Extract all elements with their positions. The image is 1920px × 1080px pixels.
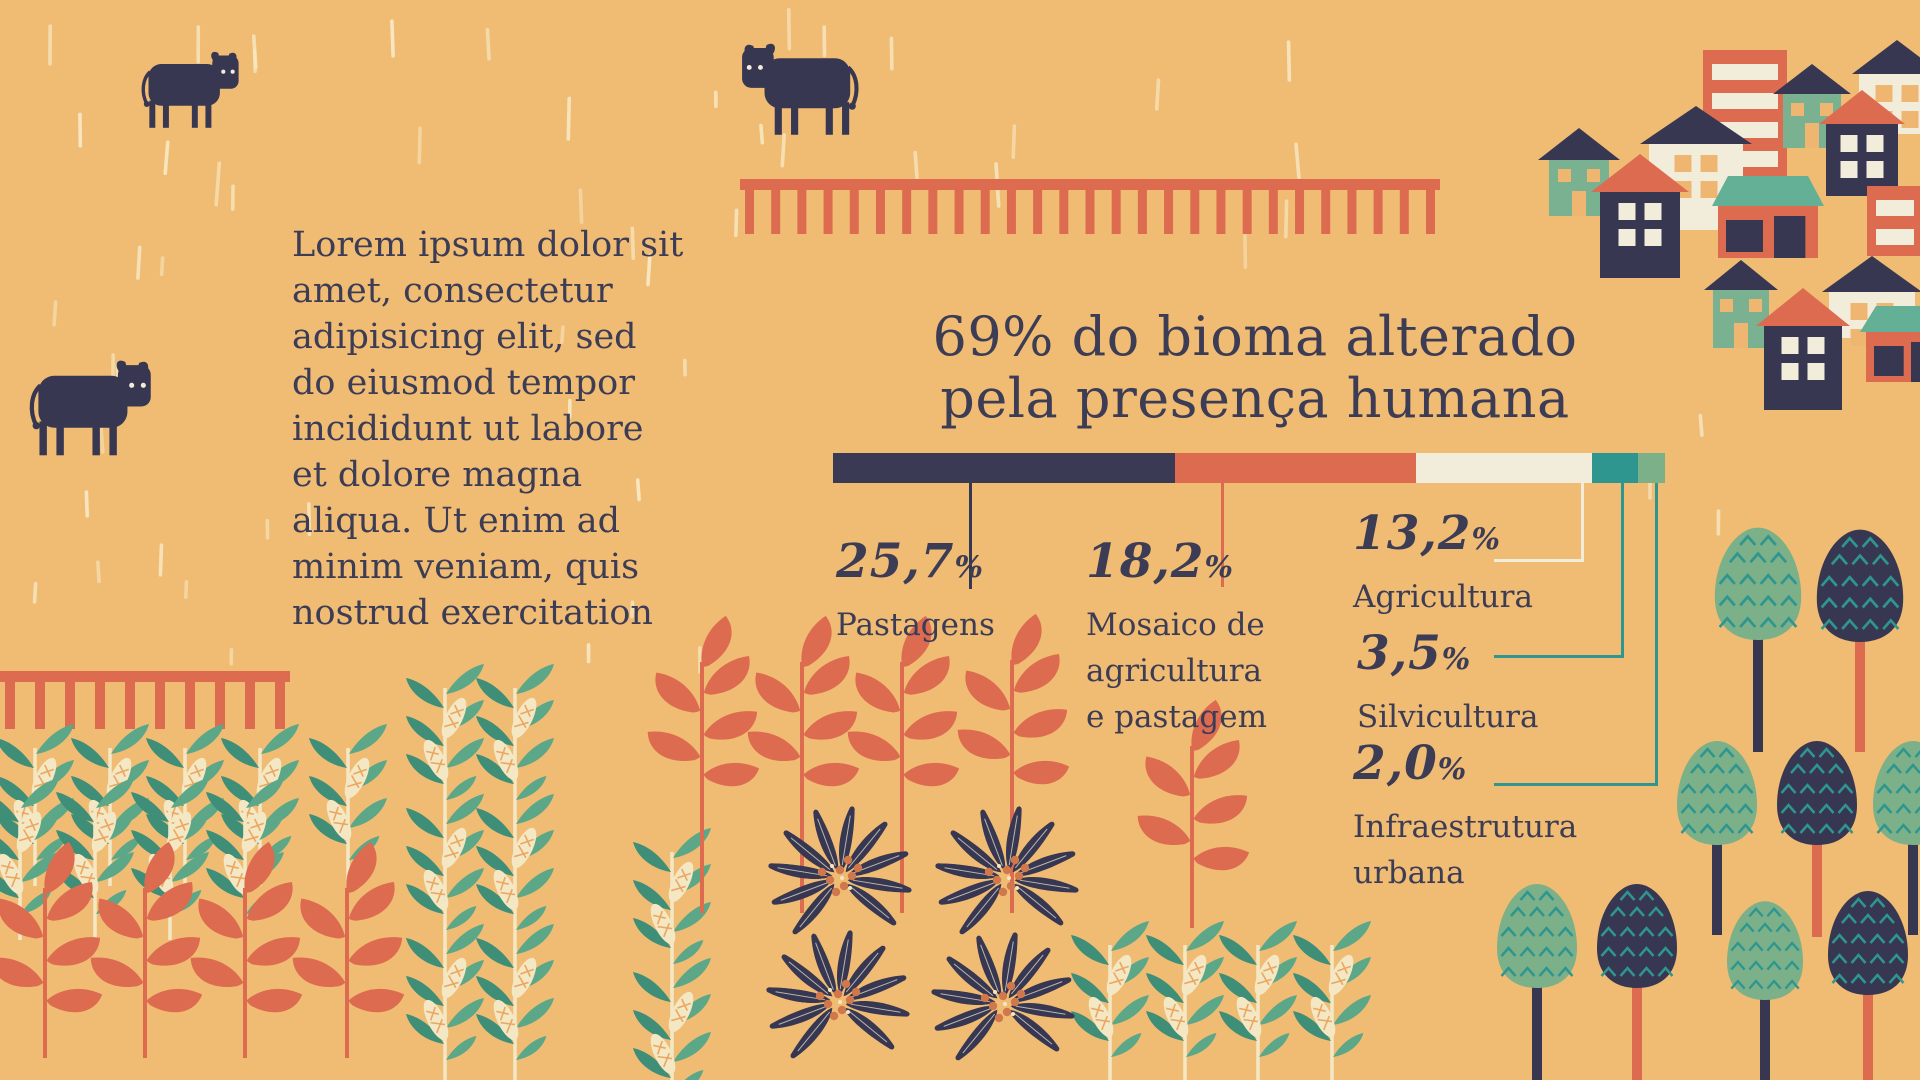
tree-icon <box>1713 526 1803 642</box>
connector-silvicultura-v <box>1621 483 1624 658</box>
page-title: 69% do bioma alterado pela presença huma… <box>760 306 1750 430</box>
legend-item-mosaico: 18,2% Mosaico de agricultura e pastagem <box>1086 536 1267 740</box>
fence-left-icon <box>0 671 290 729</box>
legend-value: 13,2% <box>1353 506 1501 561</box>
intro-paragraph: Lorem ipsum dolor sit amet, consectetur … <box>292 225 684 633</box>
shop-icon <box>1712 176 1824 258</box>
fence-top-icon <box>740 179 1440 234</box>
coffee-plant-icon <box>766 804 914 938</box>
legend-label: Infraestrutura urbana <box>1353 809 1578 891</box>
tree-icon <box>1595 882 1679 990</box>
tree-icon <box>1495 882 1579 990</box>
stacked-bar-chart <box>833 453 1665 483</box>
connector-infraestrutura-h <box>1494 783 1658 786</box>
cow-icon <box>141 50 241 130</box>
corn-plant-icon <box>1145 920 1225 1080</box>
page-title-line2: pela presença humana <box>940 367 1570 430</box>
legend-label: Pastagens <box>836 607 995 643</box>
tree-icon <box>1871 739 1920 847</box>
house-icon <box>1704 260 1778 348</box>
forest <box>1495 526 1920 1080</box>
tree-icon <box>1725 900 1805 1002</box>
cow-icon <box>742 44 856 135</box>
legend-item-pastagens: 25,7% Pastagens <box>836 536 995 648</box>
connector-agricultura-v <box>1581 483 1584 562</box>
connector-pastagens <box>969 483 972 589</box>
bar-segment-mosaico <box>1174 453 1417 483</box>
legend-item-silvicultura: 3,5% Silvicultura <box>1357 628 1538 740</box>
coffee-plant-icon <box>933 804 1081 938</box>
tree-icon <box>1815 528 1905 644</box>
legend-item-agricultura: 13,2% Agricultura <box>1353 508 1533 620</box>
legend-item-infraestrutura: 2,0% Infraestrutura urbana <box>1353 738 1577 896</box>
legend-label: Agricultura <box>1353 579 1533 615</box>
red-plants <box>0 613 1251 1058</box>
bar-segment-pastagens <box>833 453 1175 483</box>
page-title-line1: 69% do bioma alterado <box>932 305 1578 368</box>
legend-label: Silvicultura <box>1357 699 1539 735</box>
bar-segment-infraestrutura <box>1638 453 1665 483</box>
rain-dashes <box>32 8 1721 674</box>
legend-value: 25,7% <box>836 534 984 589</box>
bar-segment-agricultura <box>1416 453 1592 483</box>
coffee-plant-icon <box>929 930 1077 1064</box>
bar-segment-silvicultura <box>1591 453 1639 483</box>
tree-icon <box>1675 739 1759 847</box>
connector-mosaico <box>1221 483 1224 587</box>
house-icon <box>1819 90 1905 196</box>
connector-silvicultura-h <box>1494 655 1624 658</box>
houses-cluster <box>1538 40 1920 410</box>
corn-plant-icon <box>1292 920 1372 1080</box>
connector-agricultura-h <box>1494 559 1584 562</box>
cow-icon <box>32 361 151 456</box>
house-icon <box>1591 154 1689 278</box>
connector-infraestrutura-v <box>1655 483 1658 786</box>
legend-value: 2,0% <box>1353 736 1468 791</box>
corn-plant-icon <box>1070 920 1150 1080</box>
tree-icon <box>1826 889 1910 997</box>
corn-plant-icon <box>1218 920 1298 1080</box>
shop-icon <box>1860 306 1920 382</box>
coffee-plants <box>764 804 1081 1064</box>
tree-icon <box>1775 739 1859 847</box>
building-icon <box>1867 186 1920 256</box>
legend-value: 18,2% <box>1086 534 1234 589</box>
coffee-plant-icon <box>764 928 912 1062</box>
legend-value: 3,5% <box>1357 626 1472 681</box>
house-icon <box>1756 288 1850 410</box>
legend-label: Mosaico de agricultura e pastagem <box>1086 607 1267 735</box>
